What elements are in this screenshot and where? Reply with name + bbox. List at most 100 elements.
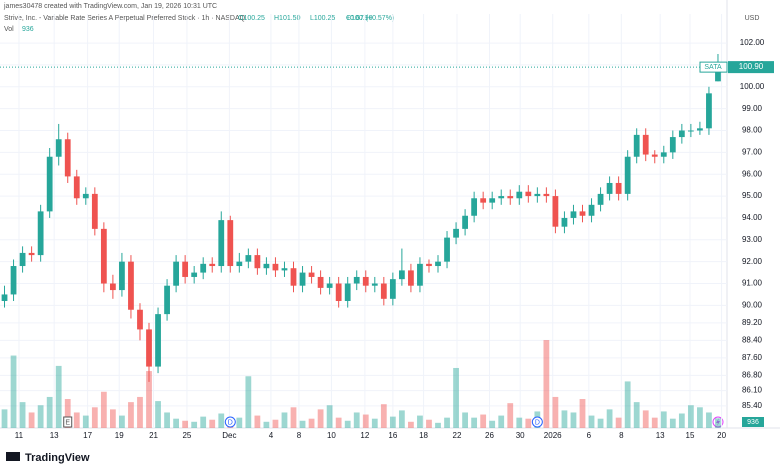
volume-bar (462, 412, 468, 428)
candle-body (471, 198, 478, 216)
candle-body (606, 182, 613, 194)
x-tick-label: 8 (619, 431, 624, 440)
volume-bar (543, 340, 550, 428)
x-tick-label: 22 (453, 431, 462, 440)
volume-bar (669, 418, 676, 428)
volume-bar (715, 418, 721, 428)
volume-bar (435, 422, 441, 428)
candle-body (281, 268, 288, 271)
y-tick-label: 91.00 (742, 279, 763, 288)
x-tick-label: 12 (360, 431, 369, 440)
candle-body (561, 217, 568, 227)
candle-body (19, 252, 26, 267)
candle-body (642, 134, 649, 155)
event-label: E (65, 419, 70, 426)
candle-body (597, 193, 604, 205)
lightning-icon (712, 416, 724, 428)
candle-body (706, 93, 712, 129)
volume-bar (706, 412, 712, 428)
volume-bar (480, 414, 487, 428)
volume-bar (660, 411, 667, 428)
candle-body (155, 314, 161, 367)
candle-body (200, 263, 207, 273)
volume-bar (245, 376, 252, 428)
event-marker (224, 416, 236, 428)
candle-body (227, 220, 234, 267)
volume-bar (290, 407, 297, 428)
volume-bar (109, 409, 116, 428)
price-symbol: SATA (704, 64, 722, 71)
y-tick-label: 86.80 (742, 370, 763, 379)
volume-bar (218, 413, 225, 428)
volume-bar (308, 418, 315, 428)
volume-bar (362, 414, 369, 428)
candle-body (444, 237, 450, 262)
candle-body (588, 204, 595, 216)
volume-bar (471, 417, 478, 428)
candle-body (254, 255, 261, 269)
x-tick-label: 19 (115, 431, 124, 440)
brand: TradingView (25, 452, 90, 464)
volume-bar (561, 410, 568, 428)
candle-body (669, 137, 676, 153)
candle-body (715, 67, 721, 82)
candle-body (678, 130, 685, 138)
candle-body (137, 309, 143, 330)
volume-label: Vol (4, 26, 14, 33)
currency: USD (745, 15, 760, 22)
volume-bar (371, 418, 378, 428)
candle-body (426, 263, 432, 267)
candle-body (119, 261, 125, 291)
x-tick-label: 13 (50, 431, 59, 440)
ohlc-value: O100.25 (238, 15, 265, 22)
volume-bar (624, 381, 631, 428)
volume-bar (82, 415, 89, 428)
x-tick-label: 8 (297, 431, 302, 440)
volume-bar (651, 417, 658, 428)
volume-bar (91, 407, 98, 428)
x-tick-label: 16 (388, 431, 397, 440)
volume-bar (678, 413, 685, 428)
candle-body (525, 191, 532, 197)
volume-bar (426, 419, 432, 428)
volume-bar (119, 415, 125, 428)
x-tick-label: 11 (15, 431, 24, 440)
y-tick-label: 100.00 (740, 82, 765, 91)
event-marker (63, 416, 73, 428)
candle-body (290, 268, 297, 286)
x-tick-label: 4 (269, 431, 274, 440)
volume-bar (417, 415, 423, 428)
y-tick-label: 90.00 (742, 300, 763, 309)
volume-bar (100, 391, 107, 428)
candle-body (570, 211, 577, 218)
candle-body (453, 228, 459, 238)
candle-body (218, 220, 225, 267)
candle-body (633, 134, 640, 157)
x-tick-label: 18 (419, 431, 428, 440)
y-tick-label: 85.40 (742, 401, 763, 410)
x-tick-label: 17 (83, 431, 92, 440)
candle-body (64, 139, 71, 177)
volume-bar (37, 405, 44, 428)
candle-body (362, 276, 369, 286)
candle-body (73, 176, 80, 199)
volume-bar (164, 412, 170, 428)
price-label: 100.90 (739, 62, 764, 71)
y-tick-label: 102.00 (740, 38, 765, 47)
candle-body (82, 193, 89, 199)
volume-bar (687, 405, 694, 428)
candle-body (534, 193, 541, 197)
candle-body (344, 283, 351, 302)
candle-body (272, 263, 279, 271)
volume-bar (606, 409, 613, 428)
candle-body (462, 215, 468, 229)
volume-bar (10, 355, 17, 428)
price-tag (699, 61, 728, 73)
candle-body (91, 193, 98, 229)
volume-bar (525, 418, 532, 428)
volume-bar (389, 416, 396, 428)
x-tick-label: 21 (149, 431, 158, 440)
volume-bar (697, 407, 703, 428)
volume-bar (498, 415, 505, 428)
volume-bar (326, 405, 333, 428)
